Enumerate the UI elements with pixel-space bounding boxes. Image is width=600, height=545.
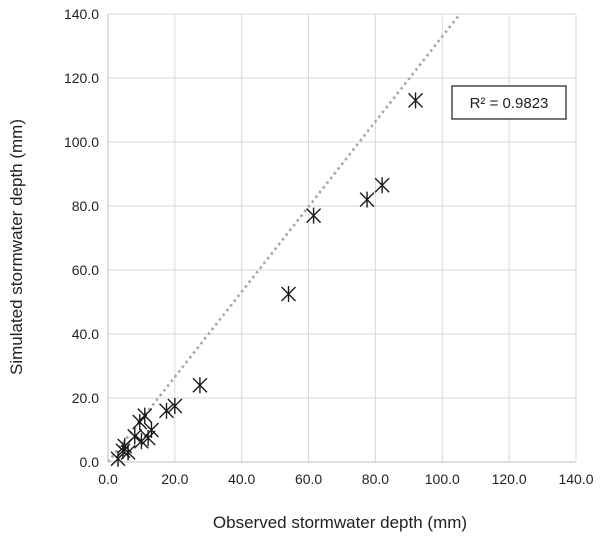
y-tick-label: 40.0: [72, 326, 99, 342]
x-tick-label: 120.0: [492, 471, 527, 487]
data-point-marker: [159, 402, 174, 419]
x-tick-label: 140.0: [558, 471, 593, 487]
x-tick-label: 80.0: [362, 471, 389, 487]
y-tick-label: 0.0: [80, 454, 100, 470]
y-tick-label: 20.0: [72, 390, 99, 406]
y-tick-label: 120.0: [64, 70, 99, 86]
data-point-marker: [137, 407, 153, 424]
x-tick-label: 40.0: [228, 471, 255, 487]
data-point-marker: [167, 398, 183, 414]
data-point-marker: [192, 377, 208, 394]
axes: [107, 14, 576, 463]
data-point-marker: [374, 177, 390, 194]
y-tick-label: 100.0: [64, 134, 99, 150]
y-tick-label: 140.0: [64, 6, 99, 22]
x-tick-label: 20.0: [161, 471, 188, 487]
data-point-marker: [281, 286, 297, 302]
r2-annotation-box: R² = 0.9823: [451, 85, 567, 120]
data-point-marker: [359, 191, 375, 208]
data-points: [110, 92, 424, 467]
y-tick-label: 60.0: [72, 262, 99, 278]
y-tick-labels: 0.0 20.0 40.0 60.0 80.0 100.0 120.0 140.0: [64, 6, 99, 470]
y-axis-title: Simulated stormwater depth (mm): [7, 119, 26, 375]
x-axis-title: Observed stormwater depth (mm): [213, 513, 467, 532]
data-point-marker: [408, 92, 424, 109]
x-tick-label: 100.0: [425, 471, 460, 487]
y-tick-label: 80.0: [72, 198, 99, 214]
x-tick-label: 0.0: [98, 471, 118, 487]
r2-annotation: R² = 0.9823: [470, 95, 549, 112]
data-point-marker: [306, 207, 322, 224]
trendline: [106, 13, 461, 463]
data-point-marker: [143, 422, 159, 438]
grid-lines: [108, 13, 577, 462]
data-point-marker: [127, 428, 143, 445]
trendline-group: [106, 13, 461, 463]
x-tick-labels: 0.0 20.0 40.0 60.0 80.0 100.0 120.0 140.0: [98, 471, 593, 487]
x-tick-label: 60.0: [295, 471, 322, 487]
data-point-marker: [120, 444, 136, 461]
